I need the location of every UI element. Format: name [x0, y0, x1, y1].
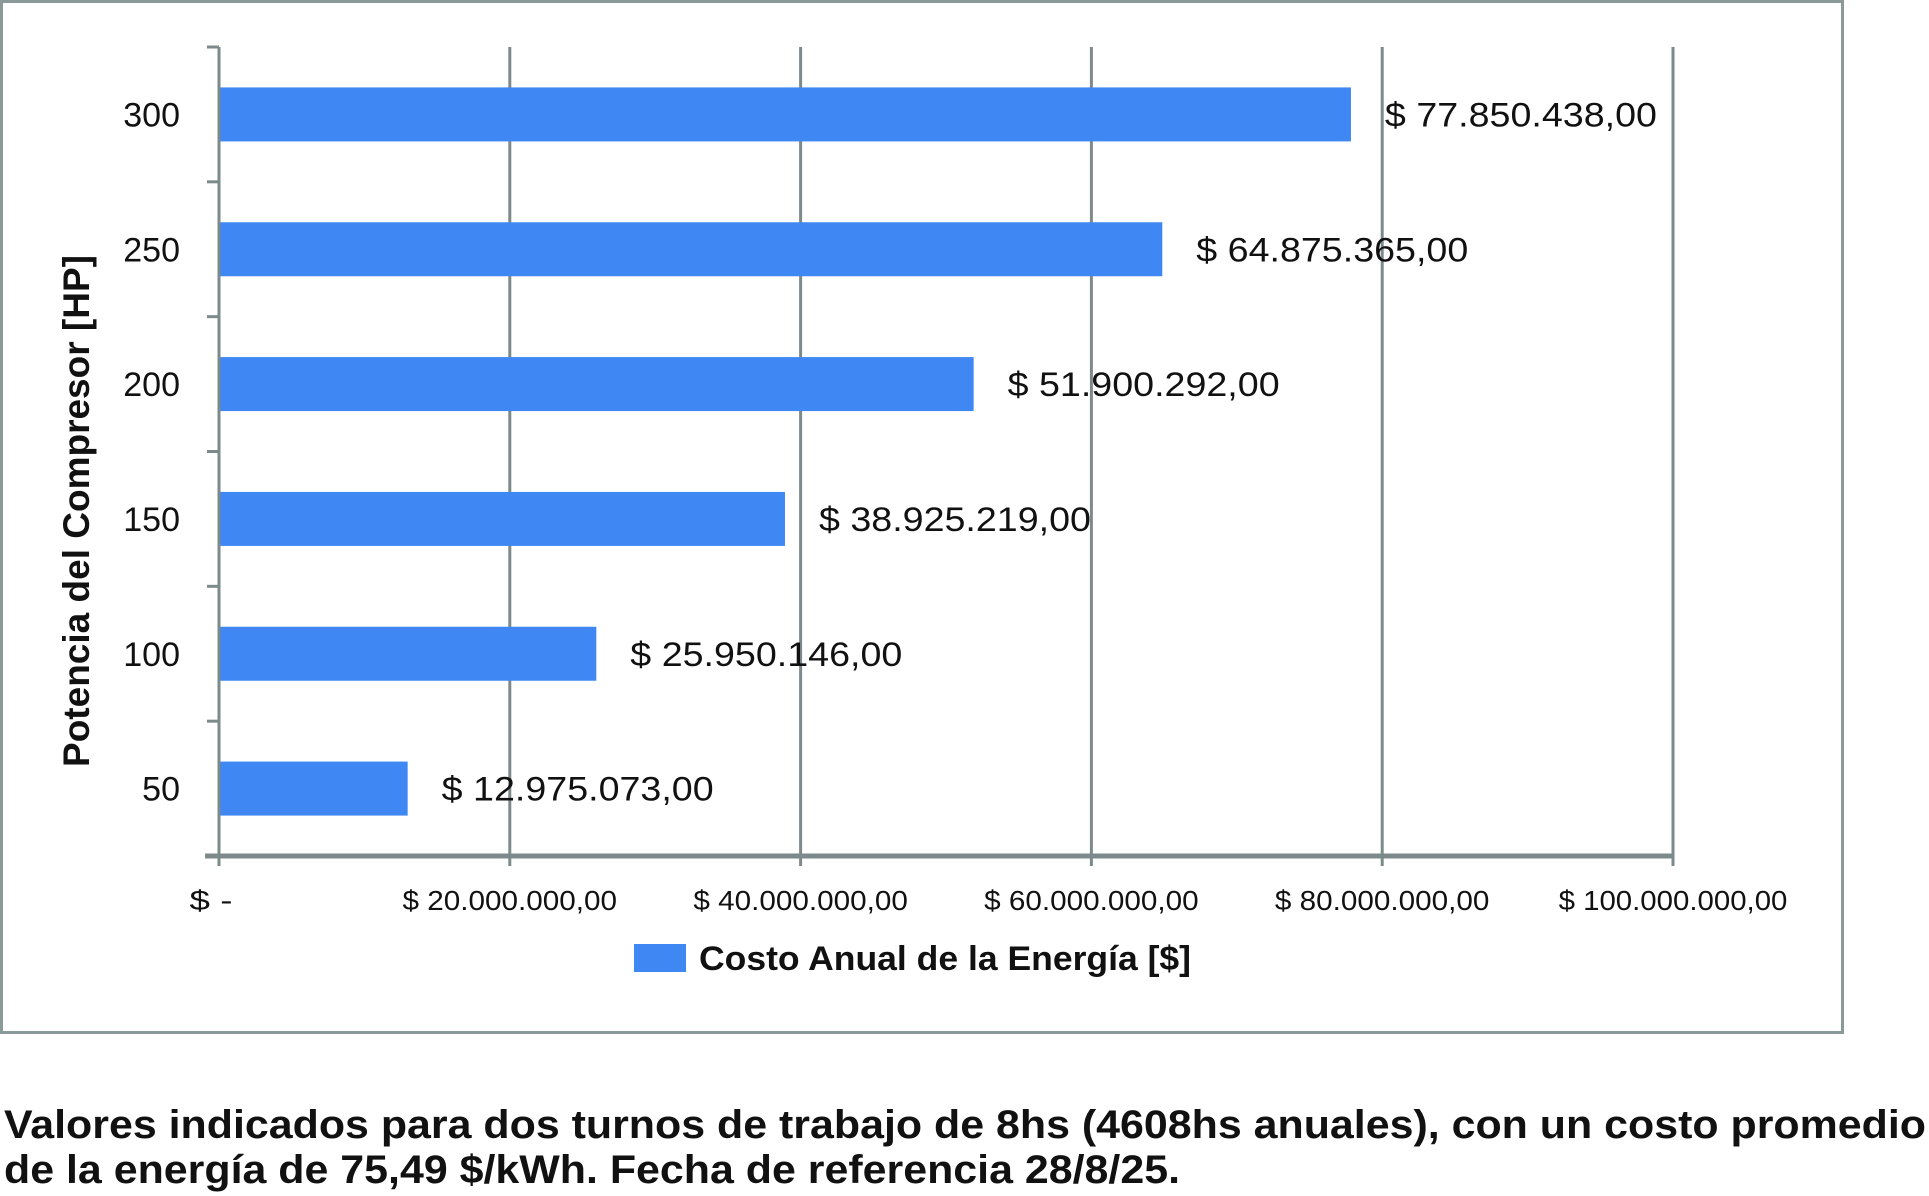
- y-tick-label: 300: [123, 96, 180, 134]
- y-axis-title: Potencia del Compresor [HP]: [56, 255, 97, 767]
- data-label: $ 77.850.438,00: [1385, 96, 1657, 134]
- labels: $ - $ 20.000.000,00 $ 40.000.000,00 $ 60.00…: [123, 96, 1787, 916]
- x-tick-label: $ 80.000.000,00: [1275, 885, 1490, 916]
- bars: [219, 87, 1351, 816]
- data-label: $ 25.950.146,00: [630, 636, 902, 674]
- x-tick-label: $ 20.000.000,00: [403, 885, 618, 916]
- legend-swatch: [634, 944, 686, 972]
- bar: [219, 761, 408, 816]
- bar: [219, 87, 1351, 142]
- caption-line-2: de la energía de 75,49 $/kWh. Fecha de r…: [4, 1148, 1180, 1192]
- data-label: $ 38.925.219,00: [819, 501, 1091, 539]
- data-label: $ 51.900.292,00: [1008, 366, 1280, 404]
- bar: [219, 626, 597, 681]
- x-tick-label: $ 100.000.000,00: [1559, 885, 1788, 916]
- y-tick-label: 200: [123, 366, 180, 404]
- legend-label: Costo Anual de la Energía [$]: [699, 940, 1191, 978]
- data-label: $ 12.975.073,00: [442, 771, 714, 809]
- x-tick-label: $ -: [190, 885, 233, 916]
- bar: [219, 491, 785, 546]
- bar: [219, 357, 974, 412]
- y-tick-label: 250: [123, 231, 180, 269]
- data-label: $ 64.875.365,00: [1196, 231, 1468, 269]
- x-tick-label: $ 60.000.000,00: [984, 885, 1199, 916]
- axes: [205, 45, 1673, 859]
- gridlines: [217, 47, 1675, 866]
- caption-line-1: Valores indicados para dos turnos de tra…: [4, 1103, 1926, 1147]
- x-tick-label: $ 40.000.000,00: [693, 885, 908, 916]
- bar: [219, 222, 1163, 277]
- y-tick-label: 50: [142, 771, 180, 809]
- y-tick-label: 100: [123, 636, 180, 674]
- y-tick-label: 150: [123, 501, 180, 539]
